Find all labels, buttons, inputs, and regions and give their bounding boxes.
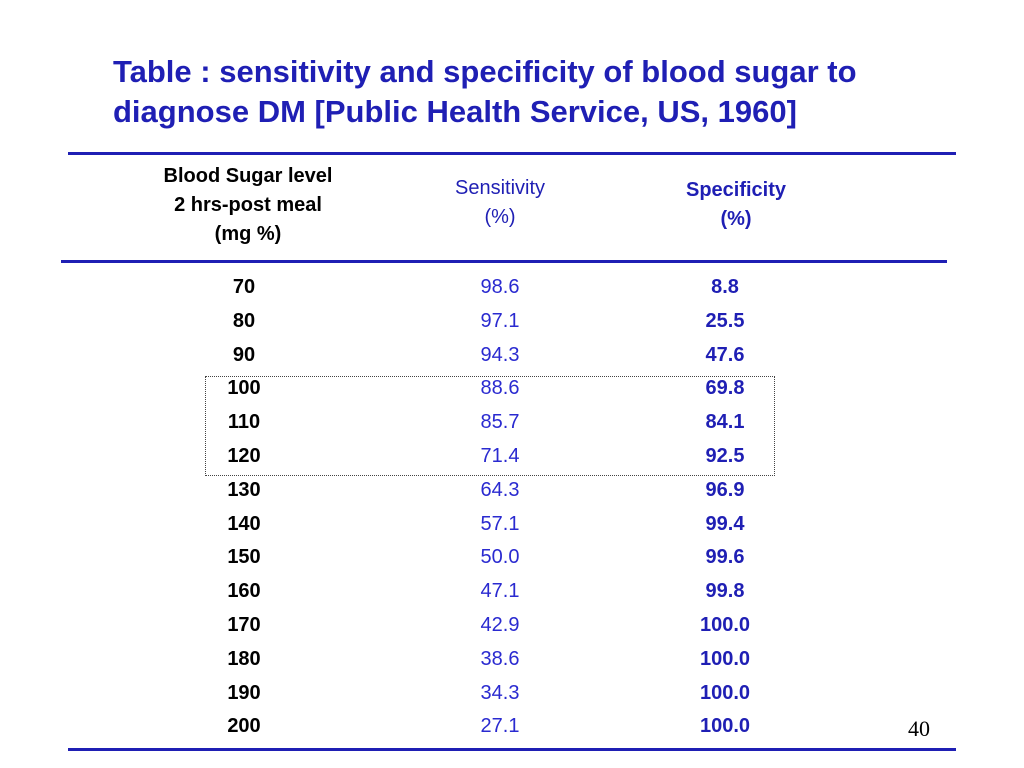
sensitivity-cell: 97.1: [480, 309, 520, 332]
header-blood-sugar-line-3: (mg %): [214, 223, 282, 245]
specificity-cell: 8.8: [711, 276, 739, 298]
slide-title-line-2: diagnose DM [Public Health Service, US, …: [113, 94, 797, 129]
table-top-rule: [68, 152, 956, 155]
sensitivity-cell: 94.3: [480, 343, 520, 366]
table-row: 100 88.6 69.8: [0, 373, 1024, 407]
slide-title: Table : sensitivity and specificity of b…: [113, 52, 993, 132]
blood-sugar-cell: 140: [227, 512, 261, 535]
header-blood-sugar-line-1: Blood Sugar level: [163, 165, 333, 187]
table-row: 120 71.4 92.5: [0, 441, 1024, 475]
specificity-cell: 92.5: [705, 444, 745, 467]
specificity-cell: 100.0: [699, 681, 751, 704]
blood-sugar-cell: 160: [227, 580, 261, 603]
table-row: 200 27.1 100.0: [0, 711, 1024, 745]
sensitivity-cell: 88.6: [480, 377, 520, 400]
table-row: 70 98.6 8.8: [0, 272, 1024, 306]
sensitivity-cell: 64.3: [480, 478, 520, 501]
header-sensitivity: Sensitivity (%): [455, 174, 545, 232]
sensitivity-cell: 34.3: [480, 681, 520, 704]
blood-sugar-cell: 150: [227, 546, 261, 569]
table-row: 180 38.6 100.0: [0, 644, 1024, 678]
blood-sugar-cell: 180: [227, 647, 261, 670]
sensitivity-cell: 85.7: [480, 411, 520, 434]
sensitivity-cell: 47.1: [480, 580, 520, 603]
table-row: 130 64.3 96.9: [0, 475, 1024, 509]
blood-sugar-cell: 190: [227, 681, 261, 704]
header-sensitivity-line-2: (%): [484, 206, 516, 228]
blood-sugar-cell: 100: [227, 377, 261, 400]
table-bottom-rule: [68, 748, 956, 751]
specificity-cell: 84.1: [705, 411, 745, 434]
header-specificity-line-2: (%): [720, 208, 752, 230]
sensitivity-cell: 71.4: [480, 444, 520, 467]
specificity-cell: 99.4: [705, 512, 745, 535]
table-row: 90 94.3 47.6: [0, 340, 1024, 374]
blood-sugar-cell: 120: [227, 444, 261, 467]
table-row: 140 57.1 99.4: [0, 509, 1024, 543]
blood-sugar-cell: 130: [227, 478, 261, 501]
page-number: 40: [908, 716, 930, 741]
specificity-cell: 100.0: [699, 715, 751, 738]
blood-sugar-cell: 170: [227, 613, 261, 636]
table-body: 70 98.6 8.8 80 97.1 25.5 90 94.3 47.6 100 88.6 69.8…: [0, 272, 1024, 745]
highlight-box: [205, 376, 775, 476]
specificity-cell: 47.6: [705, 343, 745, 366]
sensitivity-cell: 57.1: [480, 512, 520, 535]
header-specificity-line-1: Specificity: [685, 179, 787, 201]
sensitivity-cell: 50.0: [480, 546, 520, 569]
sensitivity-cell: 38.6: [480, 647, 520, 670]
specificity-cell: 96.9: [705, 478, 745, 501]
table-row: 80 97.1 25.5: [0, 306, 1024, 340]
blood-sugar-cell: 110: [227, 411, 261, 434]
blood-sugar-cell: 200: [227, 715, 261, 738]
blood-sugar-cell: 80: [232, 309, 256, 332]
table-row: 190 34.3 100.0: [0, 678, 1024, 712]
header-blood-sugar-line-2: 2 hrs-post meal: [174, 194, 322, 216]
specificity-cell: 99.8: [705, 580, 745, 603]
specificity-cell: 25.5: [705, 309, 745, 332]
table-row: 160 47.1 99.8: [0, 576, 1024, 610]
specificity-cell: 69.8: [705, 377, 745, 400]
header-sensitivity-line-1: Sensitivity: [454, 177, 546, 199]
specificity-cell: 100.0: [699, 613, 751, 636]
blood-sugar-cell: 70: [232, 276, 256, 298]
slide-title-line-1: Table : sensitivity and specificity of b…: [113, 54, 857, 89]
specificity-cell: 100.0: [699, 647, 751, 670]
header-blood-sugar: Blood Sugar level 2 hrs-post meal (mg %): [164, 162, 333, 249]
sensitivity-cell: 27.1: [480, 715, 520, 738]
header-specificity: Specificity (%): [686, 176, 786, 234]
table-row: 150 50.0 99.6: [0, 542, 1024, 576]
table-row: 110 85.7 84.1: [0, 407, 1024, 441]
blood-sugar-cell: 90: [232, 343, 256, 366]
sensitivity-cell: 98.6: [480, 276, 520, 298]
table-header-rule: [61, 260, 947, 263]
specificity-cell: 99.6: [705, 546, 745, 569]
table-row: 170 42.9 100.0: [0, 610, 1024, 644]
sensitivity-cell: 42.9: [480, 613, 520, 636]
